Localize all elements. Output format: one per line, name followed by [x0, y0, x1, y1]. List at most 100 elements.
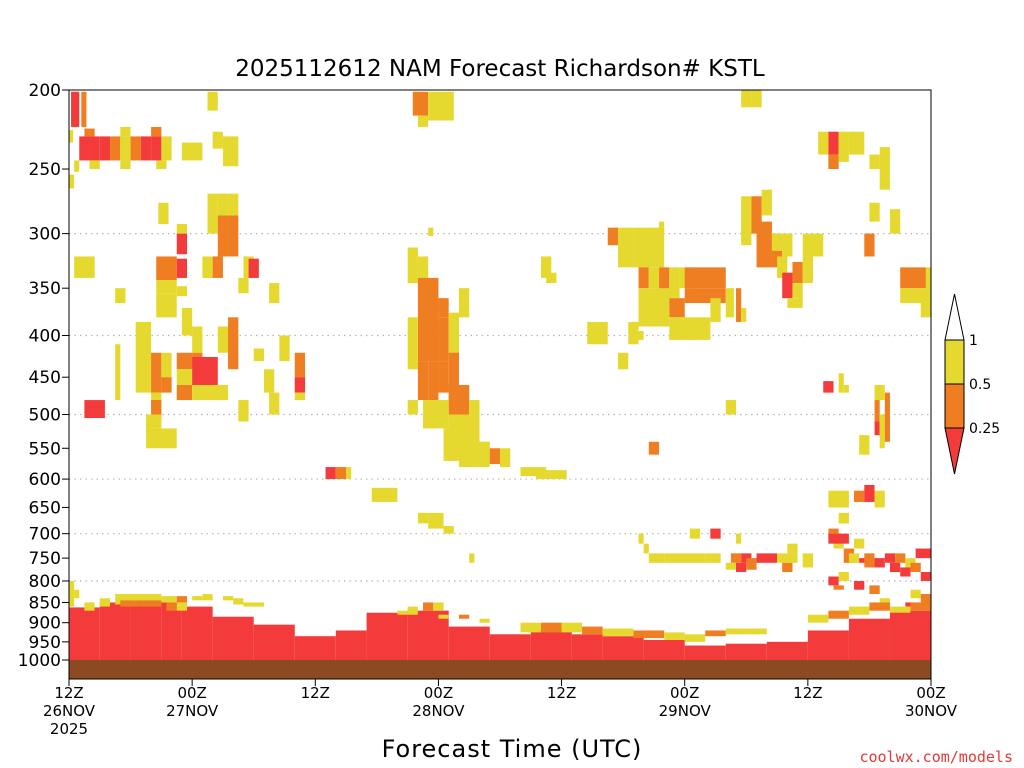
ri-cell: [412, 91, 429, 116]
ri-cell: [874, 558, 885, 568]
legend-orange-swatch: [944, 383, 965, 429]
ri-cell: [900, 567, 911, 577]
x-tick-label: 00Z: [424, 684, 453, 702]
ri-cell: [669, 298, 685, 318]
ri-cell: [428, 361, 439, 401]
ri-cell: [741, 553, 752, 563]
ri-cell: [161, 352, 172, 378]
ri-cell: [792, 283, 803, 299]
x-tick-label: 12Z: [54, 684, 83, 702]
ri-cell: [176, 369, 193, 385]
ri-cell: [448, 384, 470, 415]
chart-title: 2025112612 NAM Forecast Richardson# KSTL: [235, 56, 765, 82]
ri-cell: [571, 634, 603, 664]
ri-cell: [207, 193, 218, 234]
ri-cell: [884, 553, 896, 563]
x-axis-label: Forecast Time (UTC): [382, 735, 643, 763]
ri-cell: [587, 321, 608, 345]
ri-cell: [325, 467, 336, 480]
ri-cell: [546, 272, 557, 284]
ri-cell: [761, 189, 772, 216]
ri-cell: [181, 142, 203, 161]
ri-cell: [818, 131, 829, 155]
ri-cell: [920, 572, 931, 581]
x-tick-label: 00Z: [916, 684, 945, 702]
ri-cell: [869, 154, 880, 170]
ri-cell: [176, 384, 193, 401]
ri-cell: [458, 614, 470, 619]
y-tick-label: 350: [29, 279, 61, 299]
ri-cell: [156, 280, 177, 294]
ri-cell: [828, 528, 839, 539]
ri-cell: [192, 326, 203, 353]
ri-cell: [879, 147, 890, 190]
ri-cell: [448, 312, 459, 362]
ri-cell: [741, 196, 752, 246]
ri-cell: [407, 400, 418, 415]
ri-cell: [854, 580, 865, 590]
ri-cell: [335, 467, 347, 480]
ri-cell: [166, 602, 177, 611]
ri-cell: [238, 277, 249, 294]
ri-cell: [802, 256, 813, 284]
ri-cell: [648, 553, 665, 563]
ri-cell: [115, 288, 126, 304]
y-tick-label: 800: [29, 572, 61, 592]
ri-cell: [69, 607, 100, 664]
y-tick-label: 850: [29, 593, 61, 613]
y-tick-label: 200: [29, 81, 61, 101]
ri-cell: [479, 441, 490, 468]
ri-cell: [838, 373, 844, 393]
x-tick-label: 29NOV: [659, 702, 712, 720]
ri-cell: [489, 634, 531, 664]
ri-cell: [366, 612, 408, 664]
ri-cell: [202, 594, 213, 601]
ri-cell: [910, 602, 931, 611]
ri-cell: [69, 174, 75, 189]
ri-cell: [407, 606, 418, 615]
ri-cell: [561, 622, 583, 633]
ri-cell: [541, 256, 552, 278]
ri-cell: [607, 227, 619, 246]
ri-cell: [423, 602, 434, 611]
ri-cell: [120, 136, 131, 161]
ri-cell: [407, 247, 418, 284]
ri-cell: [74, 589, 80, 599]
ri-cell: [243, 602, 264, 607]
ri-cell: [777, 256, 788, 278]
ri-cell: [161, 136, 172, 161]
ri-cell: [151, 352, 162, 393]
ri-cell: [756, 221, 772, 268]
ri-cell: [335, 630, 367, 664]
ri-cell: [746, 558, 757, 570]
ri-cell: [618, 352, 629, 370]
ri-cell: [417, 115, 429, 127]
y-tick-label: 1000: [18, 651, 61, 671]
ri-cell: [669, 267, 680, 299]
ri-cell: [848, 553, 860, 563]
ri-cell: [920, 594, 931, 603]
x-tick-label: 00Z: [670, 684, 699, 702]
ri-cell: [848, 131, 865, 155]
ri-cell: [920, 288, 931, 318]
credit-text: coolwx.com/models: [859, 748, 1013, 766]
ri-cell: [848, 618, 890, 664]
ri-cell: [212, 131, 223, 149]
ri-cell: [756, 553, 778, 563]
ri-cell: [207, 91, 218, 111]
ri-cell: [115, 344, 121, 401]
ri-cell: [269, 283, 280, 304]
ri-cell: [81, 91, 87, 127]
ri-cell: [156, 160, 167, 170]
ri-cell: [135, 321, 152, 393]
x-tick-label: 12Z: [547, 684, 576, 702]
ri-cell: [602, 636, 644, 664]
ri-cell: [74, 256, 95, 278]
legend-label: 0.5: [969, 377, 991, 393]
richardson-cells: [69, 90, 931, 664]
ri-cell: [782, 562, 793, 573]
ri-cell: [202, 256, 213, 278]
x-tick-label: 12Z: [793, 684, 822, 702]
ri-cell: [648, 441, 660, 455]
